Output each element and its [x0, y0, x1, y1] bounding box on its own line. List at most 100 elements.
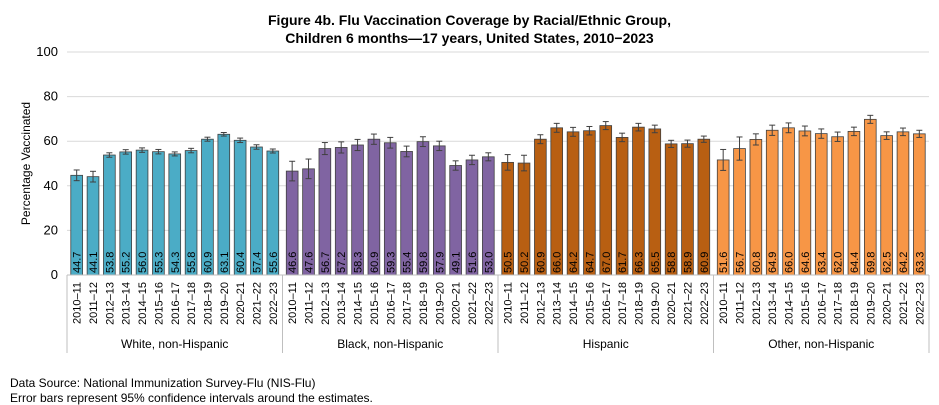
season-tick-label: 2011–12: [735, 282, 747, 324]
season-tick-label: 2011–12: [519, 282, 531, 324]
data-label: 61.7: [617, 252, 629, 273]
data-label: 64.2: [568, 252, 580, 273]
season-tick-label: 2016–17: [601, 282, 613, 325]
data-label: 57.9: [434, 252, 446, 273]
data-label: 57.4: [251, 252, 263, 273]
season-tick-label: 2019–20: [650, 282, 662, 325]
data-label: 53.0: [483, 252, 495, 273]
season-tick-label: 2016–17: [816, 282, 828, 325]
data-label: 69.8: [865, 252, 877, 273]
data-label: 55.8: [186, 252, 198, 273]
season-tick-label: 2021–22: [251, 282, 263, 325]
data-label: 59.8: [418, 252, 430, 273]
data-label: 50.5: [503, 252, 515, 273]
season-tick-label: 2015–16: [800, 282, 812, 325]
season-tick-label: 2013–14: [552, 282, 564, 325]
season-tick-label: 2022–23: [483, 282, 495, 325]
data-source-note: Data Source: National Immunization Surve…: [10, 376, 316, 390]
season-tick-label: 2019–20: [865, 282, 877, 325]
data-label: 60.4: [235, 252, 247, 273]
data-label: 44.7: [72, 252, 84, 273]
data-label: 66.0: [552, 252, 564, 273]
data-label: 55.6: [268, 252, 280, 273]
season-tick-label: 2012–13: [320, 282, 332, 325]
data-label: 62.0: [833, 252, 845, 273]
chart-title-line-2: Children 6 months—17 years, United State…: [285, 30, 654, 46]
data-label: 56.7: [735, 252, 747, 273]
season-tick-label: 2022–23: [914, 282, 926, 325]
data-label: 66.0: [784, 252, 796, 273]
season-tick-label: 2020–21: [451, 282, 463, 325]
data-label: 60.9: [535, 252, 547, 273]
data-label: 56.7: [320, 252, 332, 273]
season-tick-label: 2015–16: [153, 282, 165, 325]
season-tick-label: 2020–21: [235, 282, 247, 325]
data-label: 44.1: [88, 252, 100, 273]
data-label: 53.8: [104, 252, 116, 273]
season-tick-label: 2018–19: [418, 282, 430, 325]
data-label: 60.9: [202, 252, 214, 273]
data-label: 55.4: [402, 252, 414, 273]
season-tick-label: 2021–22: [467, 282, 479, 325]
data-label: 55.3: [153, 252, 165, 273]
season-tick-label: 2016–17: [385, 282, 397, 325]
data-label: 63.4: [816, 252, 828, 273]
data-label: 60.9: [699, 252, 711, 273]
data-label: 54.3: [170, 252, 182, 273]
season-tick-label: 2010–11: [72, 282, 84, 324]
season-tick-label: 2014–15: [784, 282, 796, 325]
season-tick-label: 2020–21: [882, 282, 894, 325]
data-label: 67.0: [601, 252, 613, 273]
season-tick-label: 2010–11: [718, 282, 730, 324]
season-tick-label: 2018–19: [202, 282, 214, 325]
data-label: 60.8: [751, 252, 763, 273]
error-bars-note: Error bars represent 95% confidence inte…: [10, 391, 373, 405]
data-label: 63.1: [219, 252, 231, 273]
data-label: 46.6: [287, 252, 299, 273]
season-tick-label: 2010–11: [503, 282, 515, 324]
season-tick-label: 2017–18: [833, 282, 845, 325]
group-label: Hispanic: [583, 337, 629, 351]
season-tick-label: 2013–14: [767, 282, 779, 325]
season-tick-label: 2013–14: [336, 282, 348, 325]
season-tick-label: 2017–18: [402, 282, 414, 325]
data-label: 62.5: [882, 252, 894, 273]
chart-title-line-1: Figure 4b. Flu Vaccination Coverage by R…: [268, 12, 671, 28]
data-label: 64.9: [767, 252, 779, 273]
data-label: 64.2: [898, 252, 910, 273]
data-label: 64.6: [800, 252, 812, 273]
season-tick-label: 2012–13: [751, 282, 763, 325]
y-axis-title: Percentage Vaccinated: [19, 102, 33, 225]
data-label: 58.3: [353, 252, 365, 273]
season-tick-label: 2015–16: [369, 282, 381, 325]
season-tick-label: 2019–20: [219, 282, 231, 325]
group-label: White, non-Hispanic: [121, 337, 228, 351]
y-tick-label: 40: [44, 178, 58, 193]
data-label: 51.6: [467, 252, 479, 273]
season-tick-label: 2022–23: [699, 282, 711, 325]
data-label: 55.2: [121, 252, 133, 273]
season-tick-label: 2017–18: [617, 282, 629, 325]
season-tick-label: 2013–14: [121, 282, 133, 325]
data-label: 50.2: [519, 252, 531, 273]
y-tick-label: 100: [36, 44, 58, 59]
season-tick-label: 2019–20: [434, 282, 446, 325]
data-label: 56.0: [137, 252, 149, 273]
season-tick-label: 2012–13: [535, 282, 547, 325]
season-tick-label: 2015–16: [584, 282, 596, 325]
y-tick-label: 20: [44, 222, 58, 237]
y-tick-label: 60: [44, 133, 58, 148]
data-label: 64.4: [849, 252, 861, 273]
season-tick-label: 2016–17: [170, 282, 182, 325]
data-label: 63.3: [914, 252, 926, 273]
season-tick-label: 2021–22: [682, 282, 694, 325]
season-tick-label: 2018–19: [633, 282, 645, 325]
data-label: 58.8: [666, 252, 678, 273]
y-tick-label: 0: [51, 267, 58, 282]
y-tick-label: 80: [44, 89, 58, 104]
season-tick-label: 2022–23: [268, 282, 280, 325]
season-tick-label: 2021–22: [898, 282, 910, 325]
season-tick-label: 2020–21: [666, 282, 678, 325]
season-tick-label: 2014–15: [353, 282, 365, 325]
